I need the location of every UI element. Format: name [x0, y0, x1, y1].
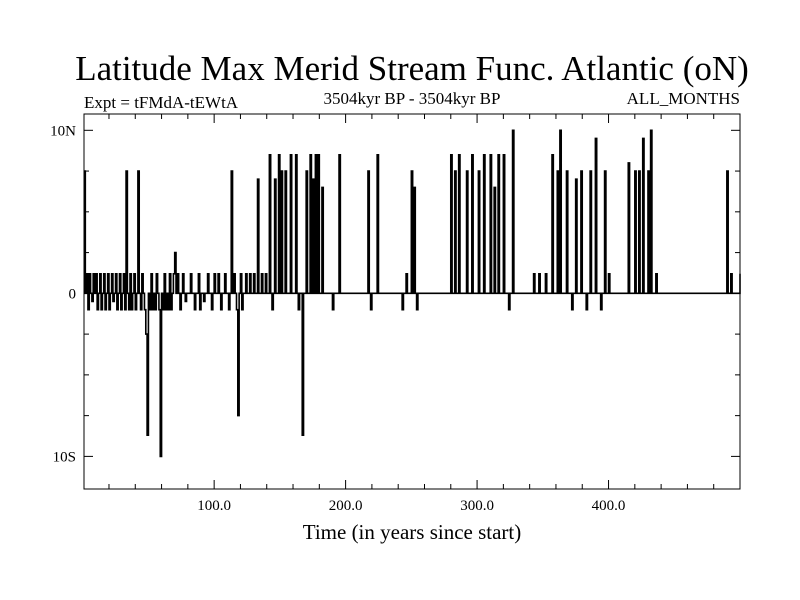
experiment-label: Expt = tFMdA-tEWtA [84, 93, 239, 112]
x-tick-label: 300.0 [460, 498, 494, 514]
y-tick-label: 10S [53, 449, 76, 465]
plot-frame [83, 113, 741, 490]
x-tick-label: 200.0 [329, 498, 363, 514]
series-line [84, 129, 741, 458]
axis-ticks [84, 114, 740, 489]
x-axis-title: Time (in years since start) [303, 520, 522, 544]
x-tick-label: 100.0 [197, 498, 231, 514]
y-tick-label: 10N [50, 123, 76, 139]
axis-tick-labels: 100.0 200.0 300.0 400.0 10N 0 10S [50, 123, 625, 514]
chart-title: Latitude Max Merid Stream Func. Atlantic… [75, 49, 749, 88]
months-label: ALL_MONTHS [627, 89, 740, 108]
plot-area: 100.0 200.0 300.0 400.0 10N 0 10S [50, 113, 741, 514]
x-tick-label: 400.0 [592, 498, 626, 514]
y-tick-label: 0 [69, 286, 77, 302]
time-range-label: 3504kyr BP - 3504kyr BP [324, 89, 501, 108]
